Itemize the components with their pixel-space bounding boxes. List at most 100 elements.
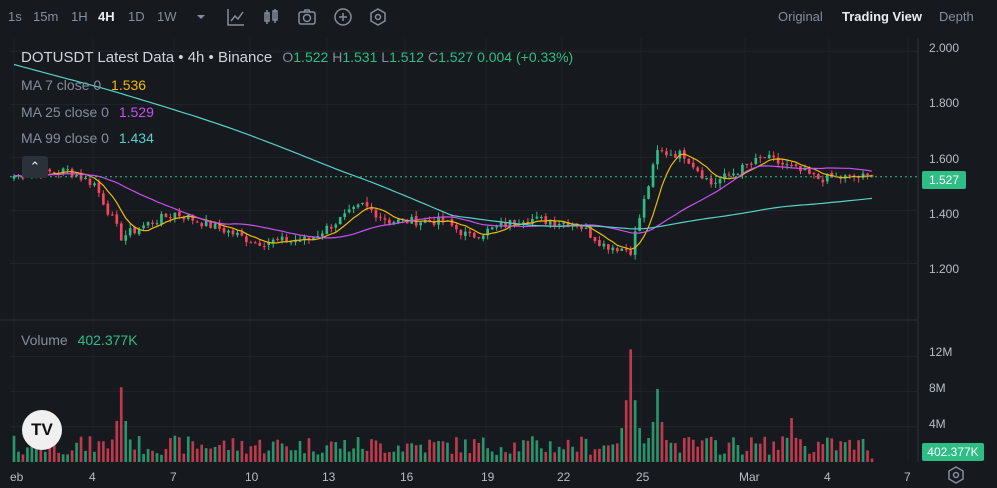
- volume-bar: [535, 440, 539, 462]
- candle-body: [84, 177, 87, 180]
- candle-body: [553, 220, 557, 226]
- candlestick-type-icon[interactable]: [260, 6, 282, 28]
- time-tick: Mar: [739, 470, 760, 484]
- candle-body: [209, 220, 212, 228]
- candle-body: [620, 248, 624, 251]
- volume-bar: [450, 453, 454, 462]
- candle-body: [316, 236, 320, 238]
- candle-body: [178, 211, 181, 217]
- time-tick: 4: [89, 470, 96, 484]
- time-tick: 19: [481, 470, 495, 484]
- volume-bar: [102, 441, 105, 462]
- candle-body: [97, 182, 101, 193]
- timeframe-dropdown-icon[interactable]: [190, 6, 212, 28]
- candle-body: [499, 222, 503, 227]
- timeframe-1h[interactable]: 1H: [71, 9, 88, 24]
- ma99-label: MA 99 close 0: [21, 130, 109, 146]
- volume-bar: [629, 349, 633, 462]
- ma99-legend[interactable]: MA 99 close 0 1.434: [21, 130, 154, 146]
- view-depth[interactable]: Depth: [939, 9, 974, 24]
- ma7-line: [13, 153, 873, 251]
- volume-bar: [414, 445, 418, 462]
- ma7-legend[interactable]: MA 7 close 0 1.536: [21, 77, 146, 93]
- timeframe-1d[interactable]: 1D: [128, 9, 145, 24]
- candle-body: [227, 230, 230, 233]
- volume-bar: [517, 451, 521, 462]
- timeframe-1s[interactable]: 1s: [8, 9, 22, 24]
- volume-bar: [808, 453, 811, 462]
- add-indicator-icon[interactable]: [332, 6, 354, 28]
- volume-bar: [204, 448, 208, 462]
- tradingview-logo[interactable]: TV: [22, 410, 62, 450]
- candle-body: [128, 228, 132, 236]
- ma25-legend[interactable]: MA 25 close 0 1.529: [21, 104, 154, 120]
- candle-body: [535, 216, 539, 219]
- candle-body: [455, 224, 458, 230]
- volume-bar: [57, 452, 61, 462]
- volume-bar: [723, 453, 726, 462]
- candle-body: [164, 213, 168, 218]
- volume-bar: [647, 438, 650, 462]
- view-original[interactable]: Original: [778, 9, 823, 24]
- candle-body: [361, 202, 364, 204]
- candle-body: [200, 223, 204, 227]
- volume-bar: [12, 435, 16, 462]
- volume-bar: [750, 437, 753, 462]
- volume-bar: [160, 454, 163, 462]
- exchange-label: Binance: [217, 49, 273, 66]
- candle-body: [329, 226, 333, 229]
- volume-bar: [776, 449, 780, 462]
- volume-bar: [441, 441, 445, 462]
- candle-body: [338, 217, 342, 225]
- indicator-line-icon[interactable]: [225, 6, 247, 28]
- volume-bar: [419, 444, 422, 462]
- volume-bar: [522, 440, 525, 462]
- volume-bar: [410, 443, 414, 462]
- candle-body: [870, 174, 874, 177]
- volume-bar: [566, 439, 570, 462]
- view-trading-view[interactable]: Trading View: [842, 9, 922, 24]
- camera-icon[interactable]: [296, 6, 318, 28]
- candle-body: [12, 176, 16, 179]
- chart-settings-icon[interactable]: [945, 464, 967, 486]
- volume-bar: [817, 441, 820, 462]
- volume-label: Volume: [21, 332, 68, 348]
- timeframe-15m[interactable]: 15m: [33, 9, 59, 24]
- volume-bar: [191, 441, 195, 462]
- volume-bar: [155, 453, 159, 462]
- symbol-title: DOTUSDT Latest Data: [21, 49, 175, 66]
- volume-bar: [781, 436, 784, 462]
- volume-bar: [61, 454, 65, 462]
- candle-body: [307, 237, 311, 241]
- settings-hex-icon[interactable]: [367, 6, 389, 28]
- candle-body: [213, 223, 217, 229]
- volume-bar: [164, 449, 168, 462]
- volume-bar: [785, 437, 789, 462]
- timeframe-1w[interactable]: 1W: [157, 9, 177, 24]
- candle-body: [303, 236, 306, 241]
- candle-body: [732, 173, 735, 176]
- volume-bar: [312, 451, 315, 462]
- candle-body: [432, 221, 436, 225]
- timeframe-4h[interactable]: 4H: [98, 9, 115, 24]
- volume-bar: [137, 436, 141, 462]
- volume-bar: [182, 453, 186, 462]
- volume-bar: [249, 446, 253, 462]
- volume-bar: [799, 439, 802, 462]
- candle-body: [660, 150, 664, 152]
- volume-bar: [459, 452, 463, 462]
- volume-bar: [97, 441, 101, 462]
- volume-bar: [186, 436, 190, 462]
- volume-bar: [611, 444, 615, 462]
- volume-bar: [481, 437, 485, 462]
- candle-body: [691, 162, 695, 168]
- volume-bar: [347, 451, 351, 462]
- volume-bar: [584, 438, 588, 462]
- volume-bar: [709, 436, 713, 462]
- change-percent: (+0.33%): [516, 49, 574, 65]
- collapse-legend-button[interactable]: ⌃: [22, 156, 48, 178]
- volume-bar: [678, 452, 682, 462]
- volume-bar: [356, 437, 360, 462]
- candle-body: [513, 220, 516, 225]
